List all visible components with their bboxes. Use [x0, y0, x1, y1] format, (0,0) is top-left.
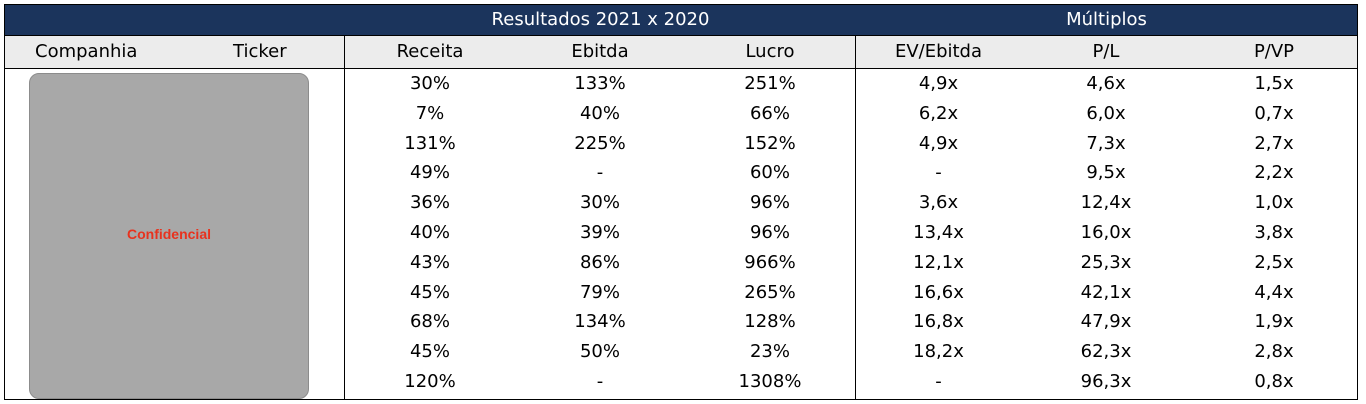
cell-revenue: 120% — [404, 371, 456, 392]
cell-pl: 6,0x — [1086, 102, 1126, 124]
cell-revenue: 43% — [409, 251, 450, 273]
valuation-table: Resultados 2021 x 2020 Múltiplos Companh… — [4, 4, 1358, 400]
cell-ev-ebitda: - — [935, 162, 942, 184]
cell-pl: 12,4x — [1080, 192, 1132, 214]
cell-profit: 66% — [749, 102, 790, 124]
table-row: 120% - 1308% - 96,3x 0,8x — [5, 367, 1357, 397]
column-header-row: Companhia Ticker Receita Ebitda Lucro EV… — [5, 35, 1357, 69]
cell-pvp: 1,0x — [1254, 192, 1294, 214]
cell-pvp: 1,5x — [1254, 73, 1294, 94]
cell-pvp: 0,8x — [1254, 371, 1294, 392]
table-row: 7% 40% 66% 6,2x 6,0x 0,7x — [5, 99, 1357, 129]
cell-ev-ebitda: 6,2x — [918, 102, 959, 124]
cell-ebitda: 39% — [579, 222, 620, 243]
cell-ev-ebitda: 13,4x — [913, 222, 964, 243]
cell-ev-ebitda: 3,6x — [918, 192, 959, 214]
table-body: 30% 133% 251% 4,9x 4,6x 1,5x 7% 40% 66% 6,2x 6,0x 0… — [5, 69, 1357, 399]
cell-profit: 96% — [749, 192, 790, 214]
cell-profit: 60% — [749, 162, 790, 184]
cell-pvp: 4,4x — [1254, 281, 1294, 303]
cell-pvp: 0,7x — [1254, 102, 1294, 124]
group-header-results: Resultados 2021 x 2020 — [491, 9, 710, 30]
cell-profit: 152% — [744, 132, 796, 154]
col-header-ev-ebitda: EV/Ebitda — [894, 41, 983, 62]
cell-ev-ebitda: 16,6x — [913, 281, 964, 303]
cell-ebitda: 133% — [574, 73, 626, 94]
cell-revenue: 131% — [404, 132, 456, 154]
cell-revenue: 40% — [409, 222, 450, 243]
cell-pl: 16,0x — [1080, 222, 1132, 243]
cell-profit: 128% — [744, 311, 796, 333]
cell-pl: 9,5x — [1086, 162, 1126, 184]
cell-pvp: 2,8x — [1254, 341, 1294, 363]
cell-pl: 62,3x — [1080, 341, 1132, 363]
divider-results — [344, 35, 345, 399]
divider-multiples — [855, 35, 856, 399]
cell-ebitda: 79% — [579, 281, 620, 303]
cell-pvp: 2,2x — [1254, 162, 1294, 184]
cell-pl: 42,1x — [1080, 281, 1132, 303]
cell-pl: 96,3x — [1080, 371, 1132, 392]
col-header-pvp: P/VP — [1253, 41, 1295, 62]
confidential-label: Confidencial — [126, 226, 211, 242]
cell-pvp: 2,7x — [1254, 132, 1294, 154]
cell-revenue: 36% — [409, 192, 450, 214]
cell-pl: 4,6x — [1086, 73, 1126, 94]
cell-revenue: 45% — [409, 341, 450, 363]
cell-revenue: 7% — [415, 102, 445, 124]
cell-ev-ebitda: 16,8x — [913, 311, 964, 333]
cell-profit: 966% — [744, 251, 796, 273]
table-row: 40% 39% 96% 13,4x 16,0x 3,8x — [5, 218, 1357, 248]
cell-profit: 1308% — [738, 371, 802, 392]
table-row: 30% 133% 251% 4,9x 4,6x 1,5x — [5, 69, 1357, 99]
cell-ev-ebitda: - — [935, 371, 942, 392]
cell-revenue: 30% — [409, 73, 450, 94]
col-header-profit: Lucro — [745, 41, 795, 62]
cell-profit: 265% — [744, 281, 796, 303]
table-row: 36% 30% 96% 3,6x 12,4x 1,0x — [5, 188, 1357, 218]
confidential-mask: Confidencial — [29, 73, 309, 399]
table-row: 68% 134% 128% 16,8x 47,9x 1,9x — [5, 307, 1357, 337]
table-row: 45% 79% 265% 16,6x 42,1x 4,4x — [5, 278, 1357, 308]
cell-profit: 96% — [749, 222, 790, 243]
cell-ev-ebitda: 4,9x — [918, 73, 959, 94]
col-header-ebitda: Ebitda — [571, 41, 629, 62]
cell-ebitda: - — [596, 162, 604, 184]
cell-revenue: 49% — [409, 162, 450, 184]
cell-ev-ebitda: 4,9x — [918, 132, 959, 154]
cell-pvp: 2,5x — [1254, 251, 1294, 273]
cell-ebitda: 225% — [574, 132, 626, 154]
cell-pl: 7,3x — [1086, 132, 1126, 154]
table-row: 49% - 60% - 9,5x 2,2x — [5, 158, 1357, 188]
cell-ebitda: - — [596, 371, 604, 392]
table-row: 45% 50% 23% 18,2x 62,3x 2,8x — [5, 337, 1357, 367]
cell-ebitda: 40% — [579, 102, 620, 124]
cell-ebitda: 30% — [579, 192, 620, 214]
col-header-company: Companhia — [35, 41, 138, 62]
group-header-multiples: Múltiplos — [1066, 9, 1147, 30]
cell-profit: 23% — [749, 341, 790, 363]
table-row: 131% 225% 152% 4,9x 7,3x 2,7x — [5, 129, 1357, 159]
col-header-revenue: Receita — [396, 41, 464, 62]
cell-ebitda: 134% — [574, 311, 626, 333]
cell-pl: 25,3x — [1080, 251, 1132, 273]
cell-revenue: 68% — [409, 311, 450, 333]
table-row: 43% 86% 966% 12,1x 25,3x 2,5x — [5, 248, 1357, 278]
col-header-pl: P/L — [1092, 41, 1120, 62]
cell-ev-ebitda: 12,1x — [913, 251, 964, 273]
group-header-bar: Resultados 2021 x 2020 Múltiplos — [5, 5, 1357, 35]
cell-pvp: 3,8x — [1254, 222, 1294, 243]
col-header-ticker: Ticker — [233, 41, 287, 62]
cell-ebitda: 50% — [579, 341, 620, 363]
cell-profit: 251% — [744, 73, 796, 94]
cell-pl: 47,9x — [1080, 311, 1132, 333]
cell-pvp: 1,9x — [1254, 311, 1294, 333]
cell-ev-ebitda: 18,2x — [913, 341, 964, 363]
cell-revenue: 45% — [409, 281, 450, 303]
cell-ebitda: 86% — [579, 251, 620, 273]
